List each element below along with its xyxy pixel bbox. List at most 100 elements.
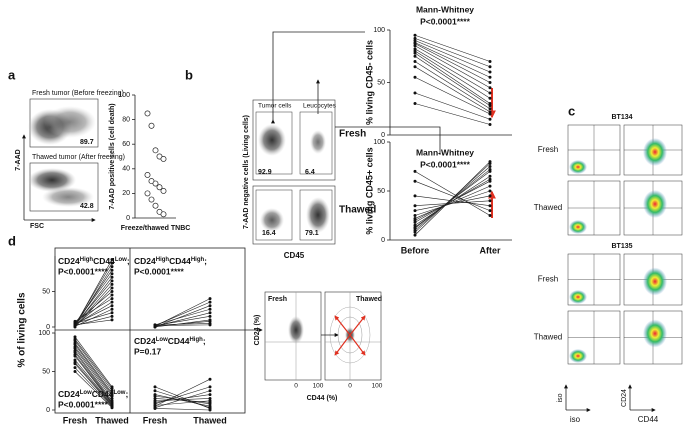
point [208, 399, 212, 403]
gate-percent: 92.9 [258, 169, 272, 176]
pair-line [154, 378, 211, 407]
pair-line [414, 34, 491, 62]
point [413, 51, 417, 55]
heat-density [643, 267, 667, 296]
point [488, 123, 492, 126]
pair-line [414, 180, 491, 211]
pair-line [154, 305, 211, 328]
point [413, 209, 417, 213]
point [413, 60, 417, 63]
panel-label: b [185, 67, 193, 82]
gate [299, 111, 333, 175]
point [152, 180, 159, 187]
pair-line [414, 61, 491, 110]
point [208, 408, 212, 412]
pair-line [154, 323, 211, 326]
marker-name: CD44 [168, 336, 190, 346]
gate-percent: 89.7 [80, 139, 94, 146]
pair-line [74, 344, 113, 395]
point [413, 65, 417, 69]
point [110, 272, 114, 276]
pair-line [74, 319, 113, 326]
point [110, 275, 114, 279]
pair-line [414, 38, 491, 68]
heat-density [569, 160, 587, 174]
flow-density [306, 197, 330, 233]
panel-label: c [568, 103, 575, 118]
row-label: Fresh [538, 275, 558, 284]
point [413, 169, 417, 173]
pair-line [74, 338, 113, 389]
point [488, 107, 492, 111]
trend-arrow [334, 334, 351, 356]
point [208, 304, 212, 308]
pair-line [154, 319, 211, 328]
gate-percent: 42.8 [80, 203, 94, 210]
point [153, 389, 157, 393]
point [413, 204, 417, 208]
pair-line [154, 394, 211, 403]
pair-line [414, 200, 491, 206]
point [144, 110, 151, 117]
subplot-title: CD24LowCD44Low; [58, 389, 128, 399]
gate-percent: 6.4 [305, 169, 315, 176]
point [208, 396, 212, 400]
heat-plots: BT134 BT135 Fresh Thawed Fresh Thawed iso iso CD… [534, 114, 683, 424]
point [488, 81, 492, 84]
point [413, 39, 417, 42]
row-label: Thawed [339, 205, 376, 216]
point [156, 184, 163, 191]
pair-line [414, 52, 491, 104]
point [208, 393, 212, 397]
punctuation: ; [127, 256, 130, 266]
punctuation: ; [125, 389, 128, 399]
point [208, 323, 212, 327]
y-tick-label: 60 [122, 141, 130, 148]
point [208, 385, 212, 389]
point [110, 314, 114, 318]
point [208, 314, 212, 318]
marker-name: CD24 [58, 389, 80, 399]
panel-box [54, 247, 246, 414]
point [73, 370, 77, 373]
gate [255, 111, 293, 175]
point [110, 300, 114, 304]
pair-line [154, 394, 211, 407]
point [110, 307, 114, 311]
point [110, 286, 114, 290]
point [413, 91, 417, 95]
row-label: Fresh [538, 145, 558, 154]
point [488, 214, 492, 217]
connector [271, 31, 365, 124]
axis-label: CD44 [638, 415, 659, 424]
point [110, 304, 114, 308]
pair-line [74, 359, 113, 405]
superscript: Low [113, 390, 125, 396]
pair-line [74, 262, 113, 326]
point [110, 265, 114, 269]
pair-line [154, 408, 211, 411]
point [488, 194, 492, 198]
contour [288, 316, 304, 344]
superscript: High [80, 257, 94, 263]
tick-label: 0 [348, 383, 352, 390]
point [110, 318, 114, 322]
point [110, 311, 114, 315]
point [144, 190, 151, 197]
point [148, 122, 155, 129]
point [488, 65, 492, 69]
y-tick-label: 0 [126, 215, 130, 222]
point [73, 358, 77, 362]
point [488, 102, 492, 105]
flow-density [28, 168, 76, 192]
marker-name: CD44 [92, 389, 114, 399]
point [110, 268, 114, 272]
tick-label: 0 [294, 383, 298, 390]
subplot-title: CD24LowCD44High; [134, 336, 206, 346]
point [153, 406, 157, 410]
flow-density [260, 208, 284, 232]
point [413, 42, 417, 46]
point [488, 179, 492, 183]
superscript: High [156, 257, 170, 263]
point [488, 174, 492, 178]
